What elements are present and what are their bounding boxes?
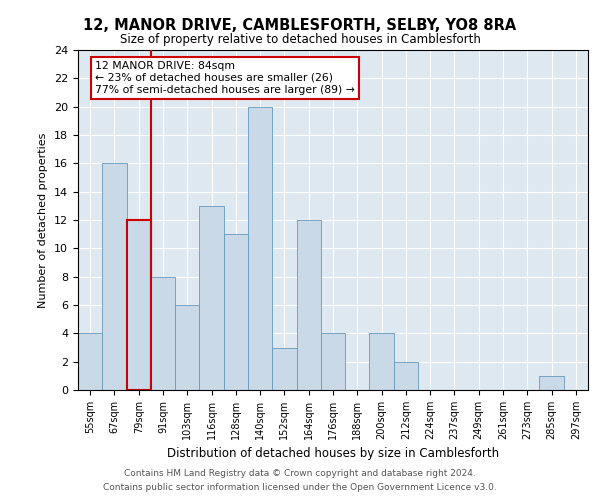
Bar [272, 348, 296, 390]
Text: Size of property relative to detached houses in Camblesforth: Size of property relative to detached ho… [119, 32, 481, 46]
Bar [539, 376, 564, 390]
Bar [199, 206, 224, 390]
Text: 12, MANOR DRIVE, CAMBLESFORTH, SELBY, YO8 8RA: 12, MANOR DRIVE, CAMBLESFORTH, SELBY, YO… [83, 18, 517, 32]
Text: Contains HM Land Registry data © Crown copyright and database right 2024.: Contains HM Land Registry data © Crown c… [124, 468, 476, 477]
Bar [394, 362, 418, 390]
Bar [224, 234, 248, 390]
Text: 12 MANOR DRIVE: 84sqm
← 23% of detached houses are smaller (26)
77% of semi-deta: 12 MANOR DRIVE: 84sqm ← 23% of detached … [95, 62, 355, 94]
Y-axis label: Number of detached properties: Number of detached properties [38, 132, 49, 308]
Bar [175, 305, 199, 390]
Bar [370, 334, 394, 390]
Bar [248, 106, 272, 390]
Text: Contains public sector information licensed under the Open Government Licence v3: Contains public sector information licen… [103, 484, 497, 492]
Bar [102, 164, 127, 390]
Bar [78, 334, 102, 390]
X-axis label: Distribution of detached houses by size in Camblesforth: Distribution of detached houses by size … [167, 448, 499, 460]
Bar [296, 220, 321, 390]
Bar [321, 334, 345, 390]
Bar [151, 276, 175, 390]
Bar [127, 220, 151, 390]
